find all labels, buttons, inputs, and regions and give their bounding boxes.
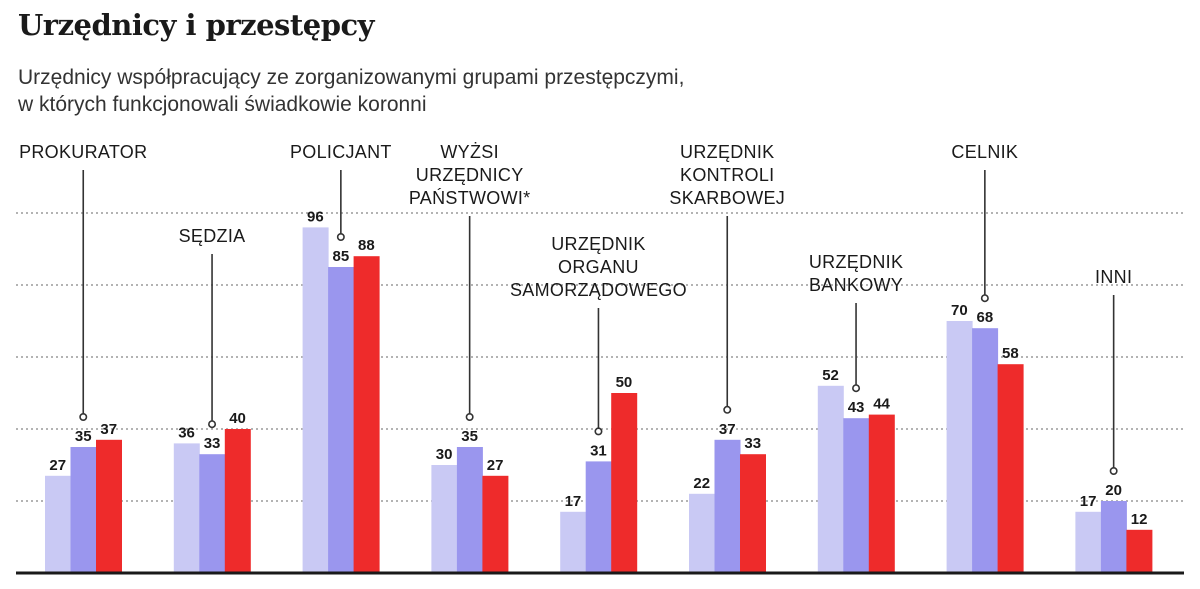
value-label: 35 [75, 428, 92, 445]
value-label: 31 [590, 442, 607, 459]
category-label: WYŻSI [440, 142, 499, 162]
value-label: 58 [1002, 345, 1019, 362]
value-label: 33 [204, 435, 221, 452]
bar [843, 418, 870, 573]
leader-dot [594, 427, 603, 436]
category-label: ORGANU [558, 257, 639, 277]
bar [353, 256, 380, 573]
bar [560, 511, 587, 573]
category-labels: PROKURATOR SĘDZIA POLICJANT WYŻSI URZĘDNICY P… [19, 142, 1132, 300]
bar [173, 443, 200, 573]
leader-lines [79, 170, 1118, 475]
leader-dot [852, 384, 861, 393]
bar [817, 385, 844, 573]
leader-dot [723, 405, 732, 414]
category-label: SĘDZIA [179, 226, 246, 246]
bar [972, 328, 999, 573]
chart-title: Urzędnicy i przestępcy [18, 8, 375, 42]
category-label: POLICJANT [290, 142, 392, 162]
bar [689, 493, 715, 573]
value-labels: 27 35 37 36 33 40 96 85 88 30 35 27 17 31 50 22 37 33 52 43… [49, 208, 1147, 527]
bar [740, 454, 766, 573]
leader-dot [465, 412, 474, 421]
bar [482, 475, 509, 573]
bar [1100, 501, 1127, 573]
value-label: 85 [333, 248, 350, 265]
value-label: 37 [719, 421, 736, 438]
bar [611, 393, 638, 573]
category-label: URZĘDNIK [809, 252, 903, 272]
value-label: 36 [178, 424, 195, 441]
value-label: 22 [693, 475, 710, 492]
value-label: 33 [744, 435, 761, 452]
value-label: 44 [873, 396, 890, 413]
bar [45, 475, 71, 573]
bars [45, 227, 1153, 573]
bar [199, 454, 226, 573]
value-label: 17 [565, 493, 582, 510]
leader-dot [980, 294, 989, 303]
category-label: URZĘDNIK [551, 234, 645, 254]
value-label: 27 [487, 457, 504, 474]
bar [456, 447, 483, 573]
category-label: URZĘDNICY [416, 165, 524, 185]
value-label: 30 [436, 446, 453, 463]
bar [328, 267, 355, 573]
value-label: 12 [1131, 511, 1148, 528]
category-label: KONTROLI [680, 165, 774, 185]
leader-dot [1109, 466, 1118, 475]
subtitle-line-2: w których funkcjonowali świadkowie koron… [18, 93, 427, 116]
category-label: CELNIK [951, 142, 1018, 162]
value-label: 68 [977, 309, 994, 326]
bar [431, 465, 458, 573]
bar [302, 227, 329, 573]
value-label: 20 [1105, 482, 1122, 499]
category-label: PROKURATOR [19, 142, 147, 162]
bar [70, 447, 97, 573]
leader-dot [336, 233, 345, 242]
value-label: 88 [358, 237, 375, 254]
value-label: 43 [848, 399, 865, 416]
value-label: 50 [616, 374, 633, 391]
value-label: 52 [822, 367, 839, 384]
value-label: 17 [1080, 493, 1097, 510]
bar [1126, 529, 1153, 573]
category-label: SAMORZĄDOWEGO [510, 280, 687, 300]
value-label: 70 [951, 302, 968, 319]
chart-subtitle: Urzędnicy współpracujący ze zorganizowan… [18, 64, 918, 118]
bar [868, 414, 895, 573]
bar [714, 439, 741, 573]
bar [585, 461, 612, 573]
bar [224, 429, 251, 573]
bar [946, 321, 973, 573]
leader-dot [79, 412, 88, 421]
value-label: 37 [100, 421, 117, 438]
category-label: INNI [1095, 267, 1132, 287]
subtitle-line-1: Urzędnicy współpracujący ze zorganizowan… [18, 66, 685, 89]
bar [997, 364, 1024, 573]
category-label: PAŃSTWOWI* [409, 188, 531, 208]
bar [96, 439, 122, 573]
bar [1075, 511, 1102, 573]
value-label: 35 [461, 428, 478, 445]
leader-dot [208, 420, 217, 429]
category-label: BANKOWY [809, 275, 903, 295]
value-label: 96 [307, 208, 324, 225]
category-label: SKARBOWEJ [669, 188, 785, 208]
value-label: 40 [229, 410, 246, 427]
value-label: 27 [49, 457, 66, 474]
category-label: URZĘDNIK [680, 142, 774, 162]
